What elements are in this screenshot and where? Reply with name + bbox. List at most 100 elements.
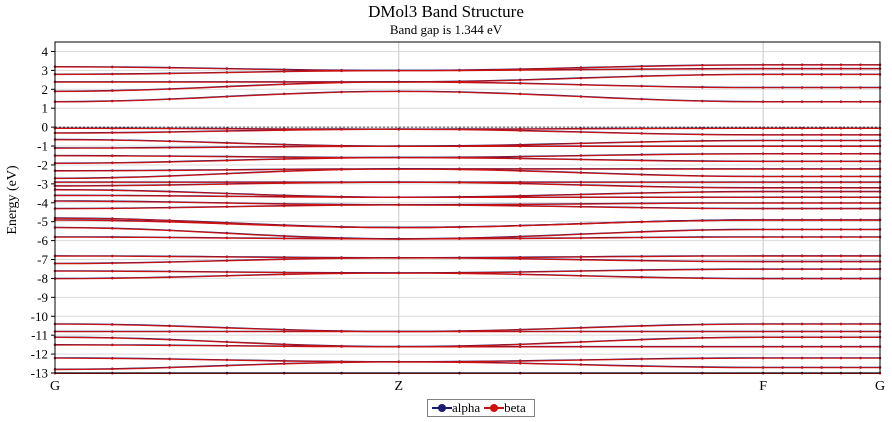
band-point-beta bbox=[283, 362, 286, 366]
band-point-beta bbox=[283, 83, 286, 86]
band-point-beta bbox=[800, 366, 804, 369]
y-tick-label: -4 bbox=[37, 195, 48, 210]
band-point-beta bbox=[859, 67, 862, 71]
band-point-beta bbox=[519, 182, 522, 185]
band-point-beta bbox=[701, 202, 704, 205]
band-point-beta bbox=[640, 173, 643, 176]
y-tick-label: -12 bbox=[31, 347, 48, 362]
band-point-beta bbox=[579, 222, 583, 226]
band-point-beta bbox=[225, 195, 229, 198]
band-point-beta bbox=[761, 254, 765, 258]
band-point-beta bbox=[701, 100, 704, 103]
band-point-beta bbox=[640, 358, 643, 361]
band-point-beta bbox=[225, 71, 229, 74]
band-point-beta bbox=[225, 80, 229, 84]
band-point-beta bbox=[225, 155, 229, 158]
band-point-beta bbox=[111, 154, 114, 158]
band-point-beta bbox=[859, 254, 862, 258]
band-point-beta bbox=[225, 259, 229, 262]
band-point-beta bbox=[111, 323, 114, 326]
band-point-beta bbox=[579, 326, 583, 330]
band-point-beta bbox=[820, 254, 823, 258]
band-point-beta bbox=[579, 68, 583, 72]
band-point-beta bbox=[640, 202, 643, 205]
band-point-beta bbox=[519, 273, 522, 276]
band-point-beta bbox=[519, 129, 522, 132]
band-point-beta bbox=[340, 168, 343, 171]
y-tick-label: -6 bbox=[37, 233, 48, 248]
band-point-beta bbox=[225, 67, 229, 71]
band-point-beta bbox=[859, 100, 862, 104]
band-point-beta bbox=[859, 201, 862, 205]
band-point-beta bbox=[800, 268, 804, 271]
band-point-beta bbox=[839, 323, 843, 326]
band-point-beta bbox=[579, 77, 583, 80]
band-point-beta bbox=[800, 196, 804, 199]
band-point-beta bbox=[283, 258, 286, 261]
band-point-beta bbox=[701, 268, 704, 271]
band-point-beta bbox=[111, 262, 114, 265]
band-point-beta bbox=[283, 168, 286, 171]
band-line-beta bbox=[54, 357, 880, 363]
band-point-beta bbox=[781, 366, 784, 369]
band-point-beta bbox=[111, 227, 114, 230]
band-point-beta bbox=[640, 276, 643, 279]
band-point-beta bbox=[397, 256, 400, 260]
band-point-beta bbox=[579, 270, 583, 273]
band-point-beta bbox=[579, 171, 583, 175]
band-line-beta bbox=[54, 90, 880, 103]
band-point-beta bbox=[283, 80, 286, 84]
band-point-beta bbox=[781, 133, 784, 137]
band-point-beta bbox=[340, 81, 343, 84]
band-point-beta bbox=[579, 83, 583, 87]
band-point-beta bbox=[800, 152, 804, 156]
band-point-beta bbox=[111, 89, 114, 93]
band-point-beta bbox=[820, 260, 823, 263]
band-point-beta bbox=[781, 345, 784, 349]
band-point-beta bbox=[579, 196, 583, 199]
band-point-beta bbox=[340, 226, 343, 229]
band-point-beta bbox=[519, 196, 522, 199]
band-point-beta bbox=[579, 358, 583, 362]
band-point-beta bbox=[579, 255, 583, 259]
band-point-beta bbox=[168, 131, 171, 134]
band-point-beta bbox=[458, 226, 461, 229]
band-point-beta bbox=[168, 72, 171, 75]
band-point-beta bbox=[859, 268, 862, 271]
band-point-beta bbox=[701, 67, 704, 71]
band-point-beta bbox=[859, 228, 862, 231]
band-point-beta bbox=[820, 336, 823, 339]
band-point-beta bbox=[839, 86, 843, 89]
band-point-beta bbox=[839, 236, 843, 239]
band-point-beta bbox=[168, 276, 171, 279]
band-point-beta bbox=[168, 98, 171, 101]
band-point-beta bbox=[839, 167, 843, 171]
band-point-beta bbox=[820, 190, 823, 193]
band-point-beta bbox=[640, 259, 643, 262]
band-point-beta bbox=[839, 133, 843, 137]
band-point-beta bbox=[111, 194, 114, 197]
band-point-beta bbox=[839, 254, 843, 258]
band-point-beta bbox=[839, 67, 843, 71]
band-point-beta bbox=[800, 336, 804, 339]
band-point-beta bbox=[111, 200, 114, 203]
band-point-beta bbox=[168, 344, 171, 347]
band-point-beta bbox=[579, 274, 583, 278]
band-point-beta bbox=[859, 357, 862, 360]
band-point-beta bbox=[640, 167, 643, 171]
band-point-beta bbox=[111, 217, 114, 221]
band-point-beta bbox=[701, 277, 704, 280]
band-point-beta bbox=[781, 268, 784, 271]
y-tick-label: -13 bbox=[31, 366, 48, 381]
band-point-beta bbox=[781, 73, 784, 76]
band-point-beta bbox=[839, 186, 843, 190]
band-point-beta bbox=[283, 359, 286, 363]
band-point-beta bbox=[225, 181, 229, 184]
band-point-beta bbox=[839, 336, 843, 339]
band-point-beta bbox=[519, 328, 522, 331]
band-point-beta bbox=[640, 236, 643, 239]
band-point-beta bbox=[111, 336, 114, 340]
band-point-beta bbox=[519, 204, 522, 208]
x-tick-label: F bbox=[759, 379, 767, 394]
band-point-beta bbox=[579, 158, 583, 161]
